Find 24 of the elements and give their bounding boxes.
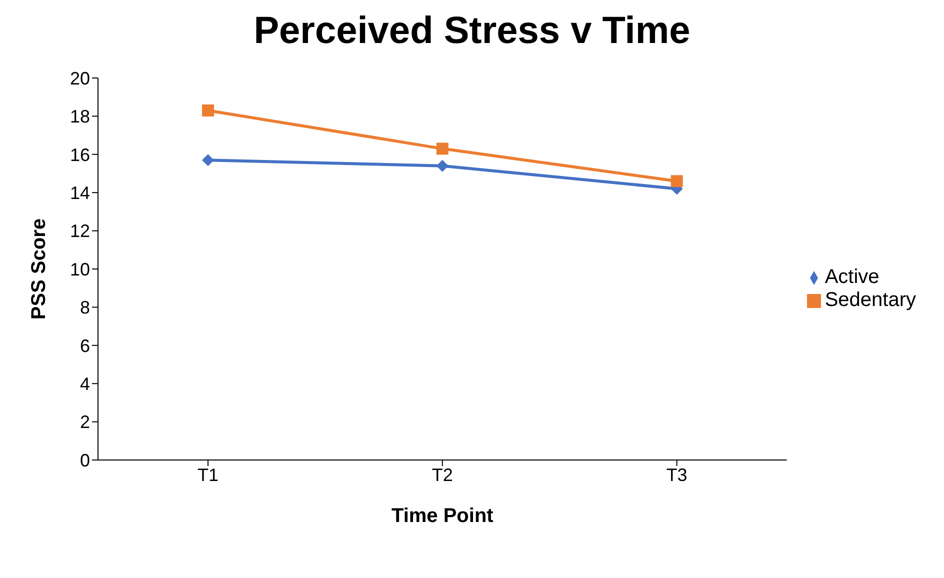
y-tick-label: 2 [80, 412, 90, 432]
y-tick-label: 14 [70, 182, 90, 203]
y-axis-title: PSS Score [28, 218, 50, 320]
x-tick-label: T1 [197, 464, 219, 485]
point [436, 160, 448, 172]
point [670, 175, 683, 188]
y-tick-label: 8 [80, 298, 90, 318]
x-axis-title: Time Point [391, 505, 494, 527]
chart-title: Perceived Stress v Time [252, 9, 692, 54]
legend-label: Active [824, 266, 880, 288]
y-tick-label: 10 [70, 259, 90, 280]
legend-label: Sedentary [824, 289, 916, 311]
y-tick-label: 18 [70, 106, 90, 127]
y-tick-label: 6 [80, 336, 90, 356]
point [436, 142, 448, 155]
y-tick-label: 16 [70, 144, 90, 165]
y-tick-label: 12 [70, 221, 90, 242]
point [202, 104, 214, 116]
x-tick-label: T3 [666, 464, 688, 485]
y-tick-label: 4 [80, 374, 90, 394]
y-tick-label: 20 [70, 68, 90, 88]
x-tick-label: T2 [432, 464, 453, 485]
point [202, 154, 214, 166]
y-tick-label: 0 [80, 450, 90, 470]
